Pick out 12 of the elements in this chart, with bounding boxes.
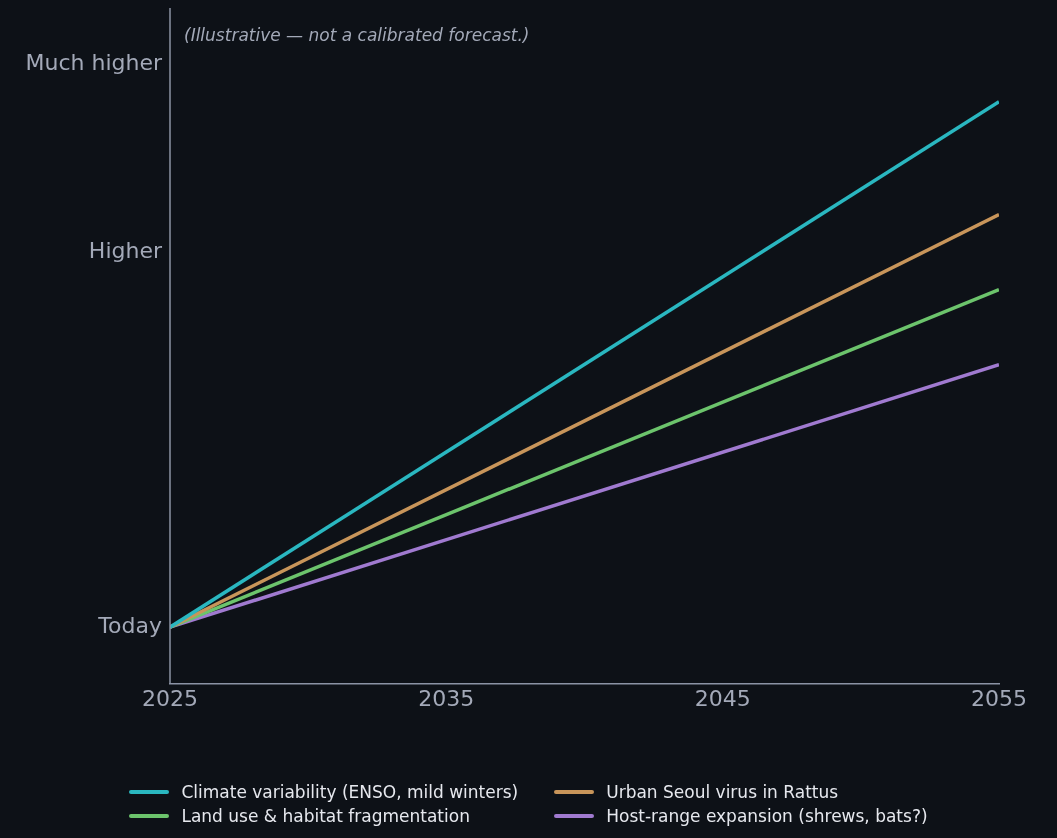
text: Today [97,612,162,638]
legend-label: Climate variability (ENSO, mild winters) [181,782,519,802]
legend-label: Land use & habitat fragmentation [181,806,470,826]
text: (Illustrative — not a calibrated forecast.) [184,24,530,45]
text: Higher [88,238,163,264]
x-tick-label: 2045 [694,685,751,711]
text: Much higher [25,50,163,76]
legend-label: Urban Seoul virus in Rattus [606,782,839,802]
x-tick-label: 2025 [142,685,198,711]
x-tick-label: 2035 [418,685,475,711]
x-tick-label: 2055 [971,685,1027,711]
legend-label: Host-range expansion (shrews, bats?) [606,806,928,826]
